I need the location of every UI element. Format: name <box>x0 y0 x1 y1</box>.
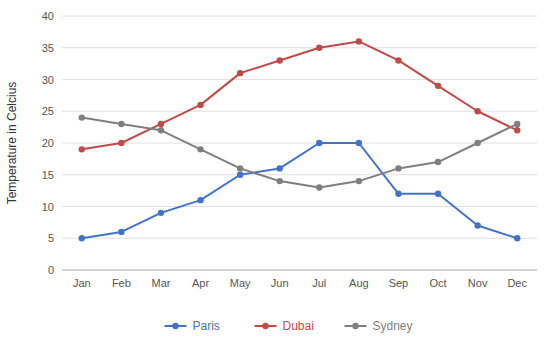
point <box>356 38 362 44</box>
series-line <box>82 41 517 149</box>
point <box>395 57 401 63</box>
grid-line <box>62 174 537 175</box>
x-tick-label: Dec <box>507 277 527 289</box>
y-tick-label: 10 <box>42 201 54 213</box>
point <box>118 140 124 146</box>
legend-marker <box>172 323 178 329</box>
point <box>197 197 203 203</box>
point <box>79 114 85 120</box>
plot-area <box>79 38 521 241</box>
point <box>316 140 322 146</box>
y-tick-label: 40 <box>42 10 54 22</box>
x-tick-label: May <box>230 277 251 289</box>
grid-line <box>62 143 537 144</box>
point <box>474 222 480 228</box>
x-tick-label: Apr <box>192 277 209 289</box>
point <box>118 121 124 127</box>
point <box>197 102 203 108</box>
x-tick-label: Jul <box>312 277 326 289</box>
point <box>514 127 520 133</box>
point <box>237 165 243 171</box>
x-tick-label: Sep <box>389 277 409 289</box>
point <box>277 57 283 63</box>
legend: Paris Dubai Sydney <box>165 319 413 333</box>
point <box>79 235 85 241</box>
point <box>158 210 164 216</box>
legend-label: Dubai <box>283 319 314 333</box>
point <box>514 121 520 127</box>
x-tick-label: Mar <box>151 277 170 289</box>
point <box>514 235 520 241</box>
point <box>356 140 362 146</box>
y-tick-label: 5 <box>48 232 54 244</box>
legend-label: Paris <box>193 319 220 333</box>
point <box>237 172 243 178</box>
point <box>316 45 322 51</box>
point <box>435 159 441 165</box>
y-tick-label: 20 <box>42 137 54 149</box>
x-axis-line <box>62 270 537 271</box>
y-tick-label: 0 <box>48 264 54 276</box>
x-tick-label: Jun <box>271 277 289 289</box>
point <box>277 178 283 184</box>
point <box>395 191 401 197</box>
point <box>356 178 362 184</box>
y-tick-label: 35 <box>42 42 54 54</box>
series-line <box>82 118 517 188</box>
legend-label: Sydney <box>373 319 413 333</box>
x-tick-label: Nov <box>468 277 488 289</box>
grid-line <box>62 47 537 48</box>
grid <box>62 16 537 270</box>
point <box>158 121 164 127</box>
point <box>197 146 203 152</box>
point <box>277 165 283 171</box>
y-axis-label: Temperature in Celcius <box>5 82 19 205</box>
x-tick-label: Jan <box>73 277 91 289</box>
y-tick-label: 25 <box>42 105 54 117</box>
point <box>237 70 243 76</box>
grid-line <box>62 206 537 207</box>
legend-marker <box>352 323 358 329</box>
y-tick-label: 30 <box>42 74 54 86</box>
grid-line <box>62 270 537 271</box>
point <box>435 191 441 197</box>
point <box>118 229 124 235</box>
x-tick-label: Feb <box>112 277 131 289</box>
grid-line <box>62 16 537 17</box>
series-line <box>82 143 517 238</box>
grid-line <box>62 238 537 239</box>
point <box>474 108 480 114</box>
point <box>79 146 85 152</box>
grid-line <box>62 111 537 112</box>
grid-line <box>62 79 537 80</box>
chart: 0 5 10 15 20 25 30 35 40 Jan Feb Mar Apr May Jun Jul Aug… <box>0 0 555 348</box>
point <box>474 140 480 146</box>
x-tick-label: Aug <box>349 277 369 289</box>
point <box>435 83 441 89</box>
y-tick-label: 15 <box>42 169 54 181</box>
x-tick-label: Oct <box>429 277 446 289</box>
point <box>316 184 322 190</box>
point <box>395 165 401 171</box>
point <box>158 127 164 133</box>
legend-marker <box>262 323 268 329</box>
